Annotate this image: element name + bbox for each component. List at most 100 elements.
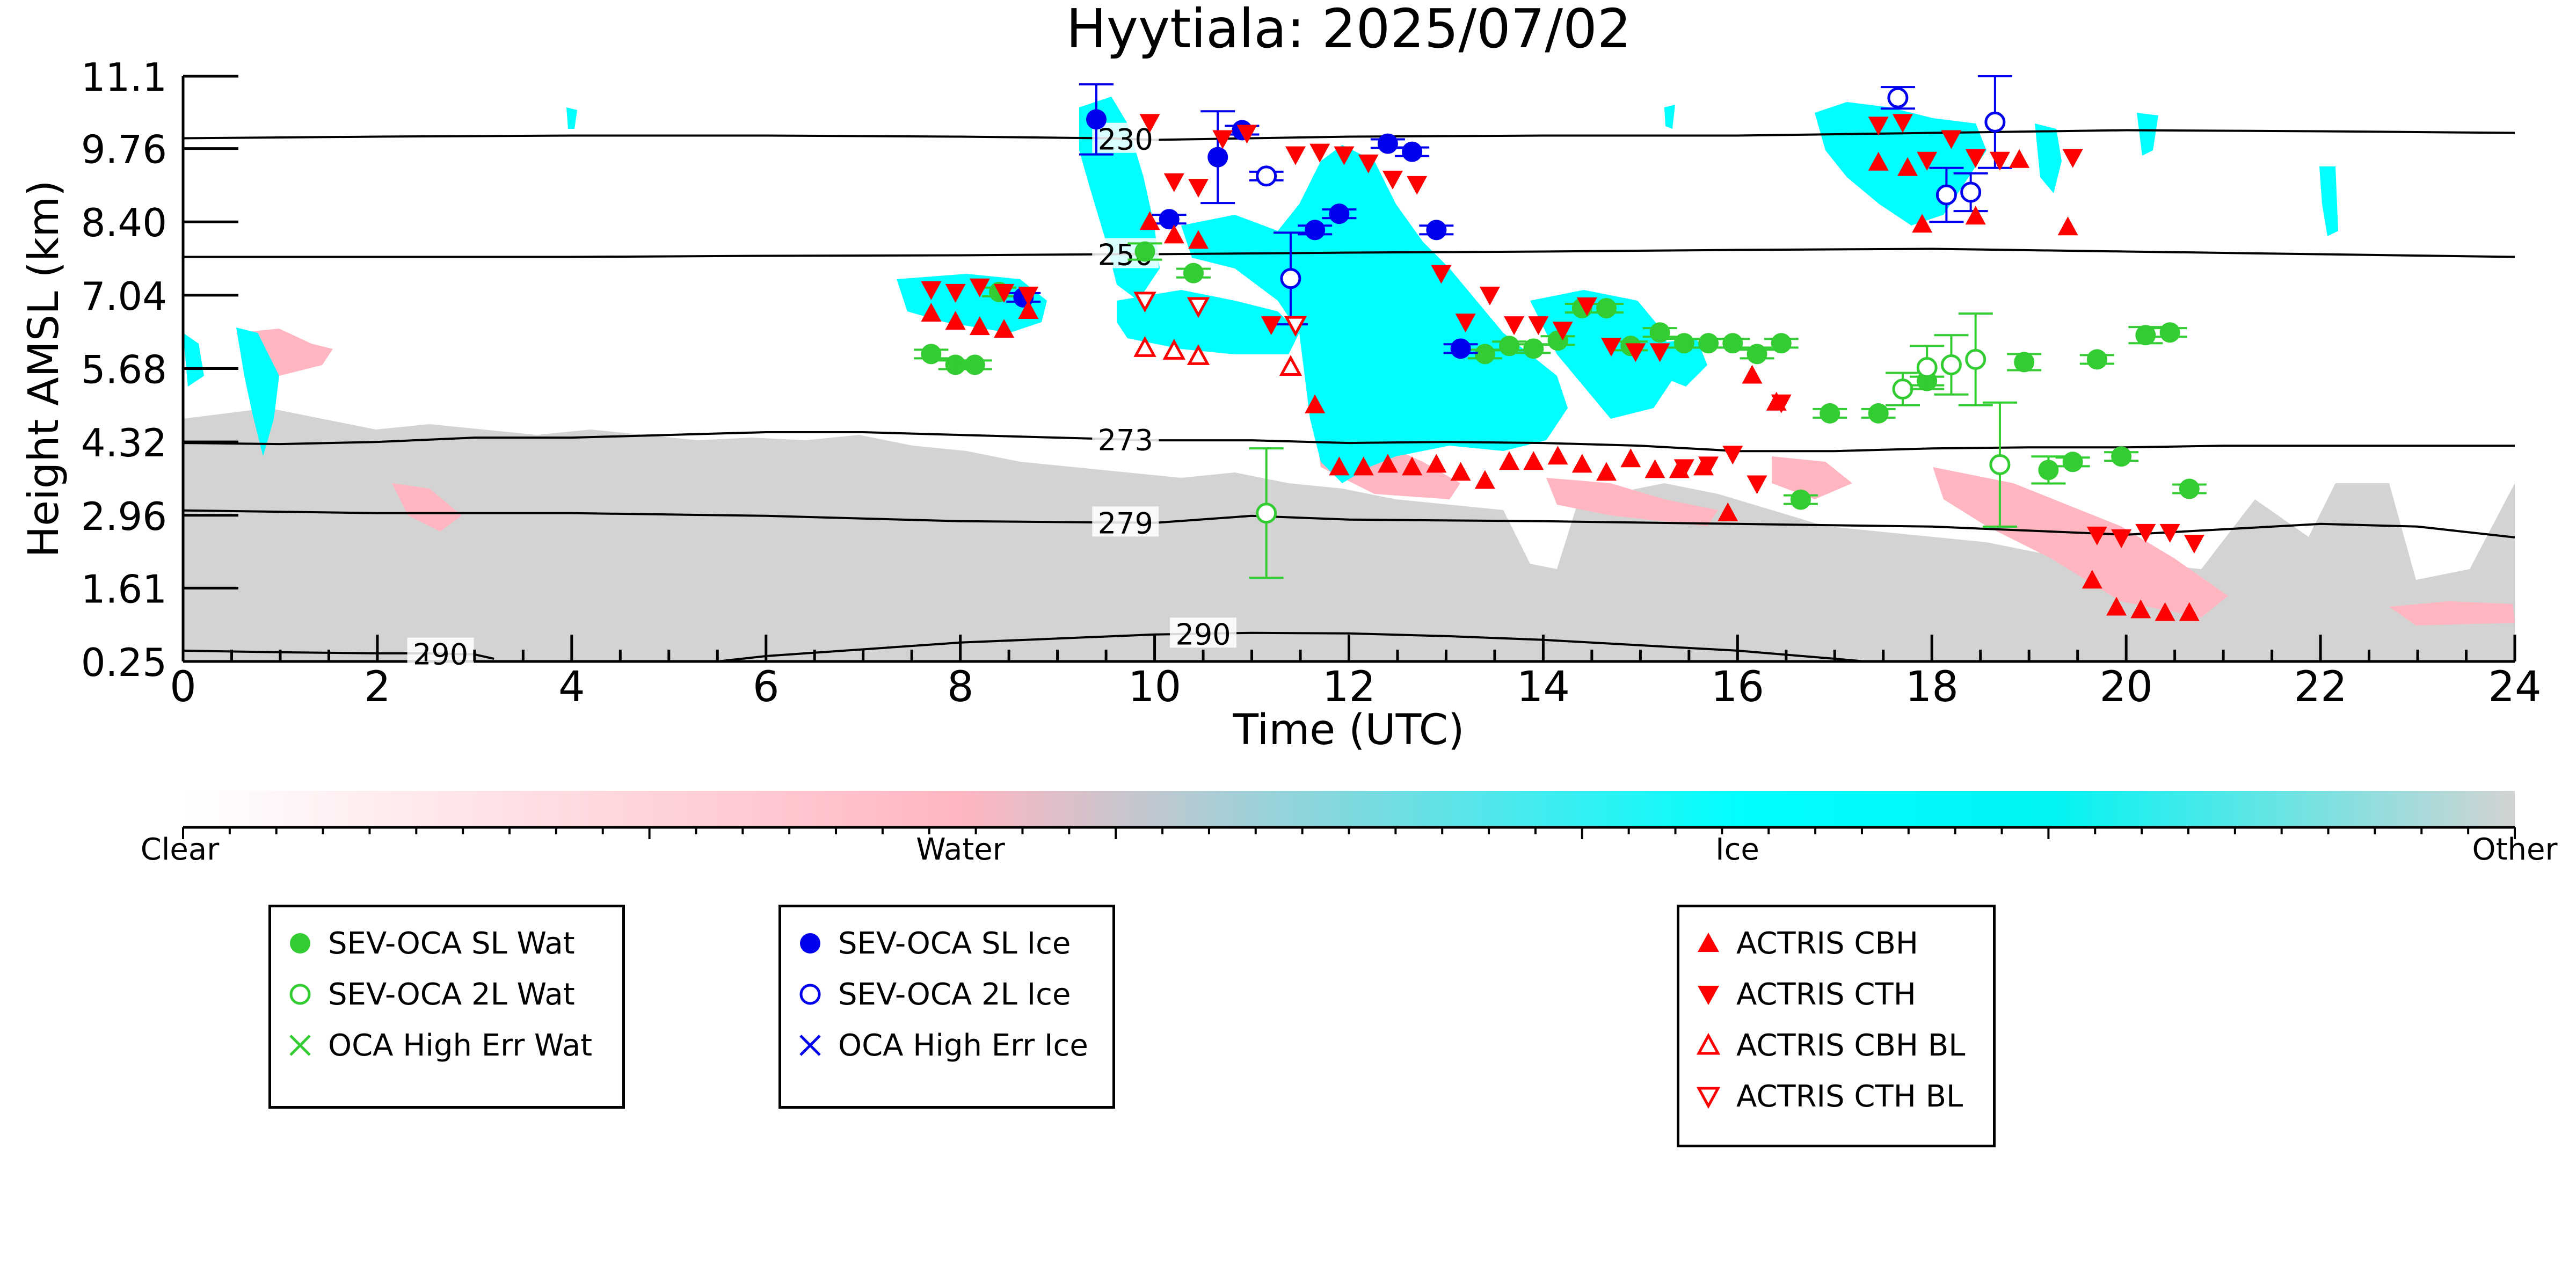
x-tick-label: 24 (2488, 663, 2541, 711)
data-point (2135, 523, 2156, 543)
colorbar-gradient (183, 791, 2515, 827)
data-point (1018, 286, 1039, 305)
data-point (1718, 502, 1738, 521)
data-point (1912, 214, 1933, 233)
series-actris-cth-bl (1133, 292, 1307, 337)
data-point (1162, 339, 1185, 360)
data-point (945, 354, 966, 375)
data-point (1868, 151, 1889, 171)
data-point (1187, 297, 1210, 318)
legend-label: OCA High Err Wat (328, 1028, 593, 1063)
data-point (1479, 286, 1500, 305)
contour-line-279 (183, 509, 2515, 539)
x-tick-label: 6 (753, 663, 780, 711)
contour-line-250 (183, 248, 2515, 258)
data-point (1747, 475, 1767, 494)
legend-label: SEV-OCA SL Wat (328, 926, 575, 961)
y-tick-label: 8.40 (81, 200, 167, 245)
data-point (2155, 602, 2175, 621)
y-axis-ticks: 0.25 1.61 2.96 4.32 5.68 7.04 8.40 9.76 11.1 (81, 55, 238, 685)
data-point (1474, 470, 1495, 489)
cloud-curtain (183, 97, 2515, 661)
x-tick-label: 22 (2294, 663, 2347, 711)
data-point (1771, 333, 1792, 354)
data-point (921, 303, 942, 322)
data-point (1698, 456, 1719, 476)
data-point (964, 354, 985, 375)
data-point (1547, 446, 1568, 465)
legend-label: SEV-OCA 2L Ice (838, 977, 1071, 1012)
data-point (1820, 403, 1840, 424)
data-point (1163, 224, 1184, 244)
data-point (2062, 149, 2083, 168)
legend-label: ACTRIS CTH BL (1736, 1079, 1963, 1114)
data-point (2179, 478, 2200, 499)
x-tick-label: 16 (1711, 663, 1764, 711)
legend-entry-actris-cbh-bl: ACTRIS CBH BL (1692, 1028, 1965, 1063)
legend-ice: SEV-OCA SL Ice SEV-OCA 2L Ice OCA High E… (778, 905, 1115, 1109)
data-point (1941, 130, 1962, 149)
data-point (1280, 268, 1301, 289)
data-point (1897, 157, 1918, 176)
data-point (2014, 352, 2035, 373)
data-point (1236, 125, 1257, 144)
data-point (1284, 316, 1307, 337)
data-point (1163, 173, 1184, 192)
legend-label: ACTRIS CTH (1736, 977, 1916, 1012)
data-point (1187, 344, 1210, 365)
data-point (1868, 403, 1889, 424)
data-point (1402, 141, 1423, 162)
data-point (1989, 454, 2011, 475)
data-point (2009, 149, 2030, 168)
data-point (1965, 348, 1986, 370)
contour-label-background (407, 637, 474, 668)
data-point (1523, 451, 1544, 470)
y-tick-label: 9.76 (81, 127, 167, 172)
data-point (994, 319, 1015, 338)
x-marker-icon (794, 1029, 826, 1061)
filled-circle-icon (794, 927, 826, 959)
data-point (2106, 596, 2127, 616)
data-point (1887, 87, 1909, 108)
data-point (1892, 379, 1913, 400)
data-point (1188, 178, 1209, 198)
contour-line-290 (717, 631, 1878, 661)
data-point (1329, 203, 1350, 224)
contour-label-background (1170, 617, 1237, 648)
contour-label: 279 (1098, 506, 1153, 540)
legend-entry-oca-high-err-ice: OCA High Err Ice (794, 1028, 1088, 1063)
legend-water: SEV-OCA SL Wat SEV-OCA 2L Wat OCA High E… (268, 905, 625, 1109)
x-tick-label: 10 (1128, 663, 1181, 711)
data-point (1382, 170, 1403, 190)
open-circle-icon (794, 978, 826, 1010)
data-point (1989, 151, 2010, 171)
data-point (1377, 454, 1398, 473)
data-point (1620, 448, 1641, 468)
temperature-contours (183, 129, 2515, 661)
data-point (1940, 354, 1962, 375)
y-tick-label: 0.25 (81, 640, 167, 685)
legend-entry-actris-cth: ACTRIS CTH (1692, 977, 1916, 1012)
contour-label: 230 (1098, 123, 1153, 157)
legend-entry-sev-oca-sl-wat: SEV-OCA SL Wat (284, 926, 575, 961)
data-point (945, 311, 966, 330)
data-point (1747, 344, 1767, 365)
contour-line-273 (183, 431, 2515, 453)
legend-label: SEV-OCA SL Ice (838, 926, 1071, 961)
data-point (1279, 355, 1302, 376)
data-point (1426, 220, 1447, 241)
data-point (1358, 154, 1379, 173)
x-tick-label: 12 (1322, 663, 1376, 711)
data-point (1305, 220, 1326, 241)
data-point (2057, 216, 2078, 236)
data-point (2159, 523, 2180, 543)
data-point (1407, 176, 1428, 195)
legend-entry-oca-high-err-wat: OCA High Err Wat (284, 1028, 593, 1063)
x-tick-label: 14 (1517, 663, 1570, 711)
data-point (1984, 111, 2006, 133)
data-point (1426, 454, 1447, 473)
data-point (1285, 146, 1306, 165)
data-point (1644, 459, 1665, 478)
x-tick-label: 2 (364, 663, 391, 711)
curtain-other-region (183, 408, 2515, 661)
